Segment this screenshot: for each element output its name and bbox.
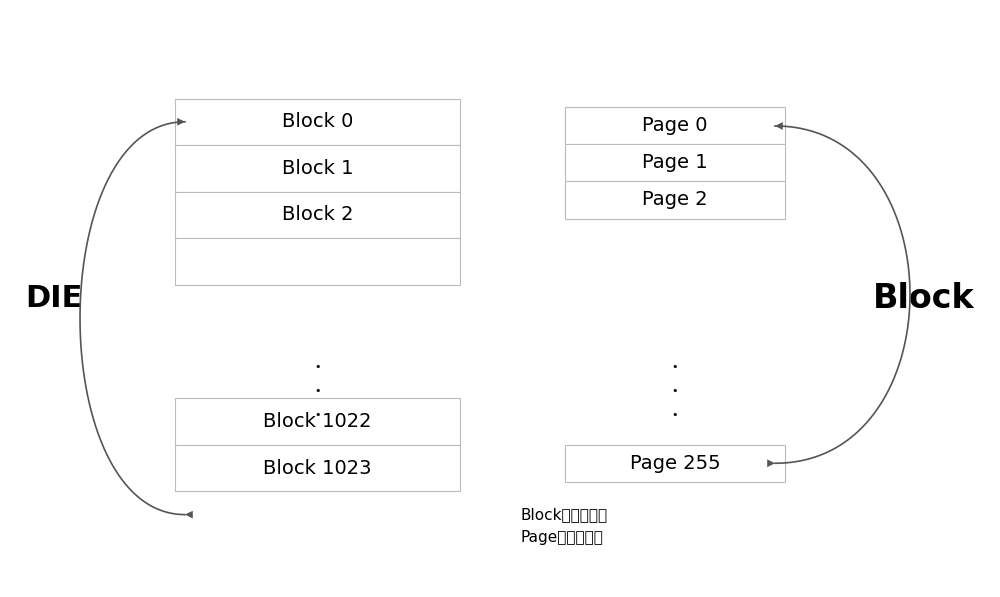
Bar [565, 107, 785, 144]
Text: •: • [672, 386, 678, 396]
Text: Block: Block [873, 282, 975, 315]
Text: Page 1: Page 1 [642, 153, 708, 173]
Text: Block 1: Block 1 [282, 159, 353, 178]
Bar [175, 238, 460, 285]
Bar [565, 445, 785, 482]
Text: •: • [672, 410, 678, 420]
Text: •: • [314, 362, 321, 372]
Bar [175, 445, 460, 491]
Bar [175, 398, 460, 445]
Text: Page 255: Page 255 [630, 454, 720, 473]
Text: •: • [672, 362, 678, 372]
Text: Page为编程单元: Page为编程单元 [520, 530, 603, 545]
Text: Block 2: Block 2 [282, 205, 353, 224]
Text: DIE: DIE [25, 284, 82, 313]
Text: Block为擦除单元: Block为擦除单元 [520, 507, 607, 522]
Bar [175, 145, 460, 192]
Bar [565, 181, 785, 219]
Text: Page 0: Page 0 [642, 116, 708, 136]
Bar [175, 99, 460, 145]
Text: Block 1023: Block 1023 [263, 458, 372, 478]
Text: Block 0: Block 0 [282, 112, 353, 131]
Text: Block 1022: Block 1022 [263, 412, 372, 431]
Text: •: • [314, 386, 321, 396]
Bar [175, 192, 460, 238]
Bar [565, 144, 785, 181]
Text: Page 2: Page 2 [642, 190, 708, 210]
Text: •: • [314, 410, 321, 420]
